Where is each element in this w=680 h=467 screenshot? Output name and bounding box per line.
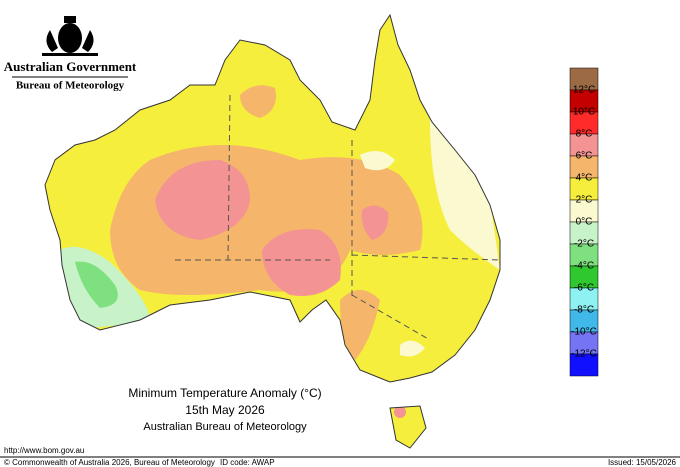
legend-label: -2°C — [574, 239, 594, 250]
government-name: Australian Government — [4, 59, 137, 74]
legend-label: 12°C — [573, 85, 595, 96]
map-source: Australian Bureau of Meteorology — [143, 421, 307, 433]
legend-label: 10°C — [573, 107, 595, 118]
map-date: 15th May 2026 — [185, 403, 265, 417]
legend-label: -8°C — [574, 305, 594, 316]
legend-label: 6°C — [576, 151, 593, 162]
legend-swatch — [569, 353, 599, 377]
agency-name: Bureau of Meteorology — [16, 80, 125, 92]
legend-label: 0°C — [576, 217, 593, 228]
issued: Issued: 15/05/2026 — [608, 458, 677, 467]
legend-label: -4°C — [574, 261, 594, 272]
legend-label: 4°C — [576, 173, 593, 184]
legend-label: -6°C — [574, 283, 594, 294]
legend: 12°C 10°C 8°C 6°C 4°C 2°C 0°C -2°C -4°C -6°C -8°C -… — [569, 67, 599, 377]
legend-label: 8°C — [576, 129, 593, 140]
url: http://www.bom.gov.au — [4, 446, 84, 455]
copyright: © Commonwealth of Australia 2026, Bureau… — [4, 458, 215, 467]
legend-label: -10°C — [571, 327, 597, 338]
map-title: Minimum Temperature Anomaly (°C) — [128, 386, 321, 400]
legend-label: 2°C — [576, 195, 593, 206]
australia-map — [44, 14, 501, 449]
coat-of-arms — [42, 16, 98, 56]
id-code: ID code: AWAP — [220, 458, 275, 467]
legend-label: -12°C — [571, 349, 597, 360]
